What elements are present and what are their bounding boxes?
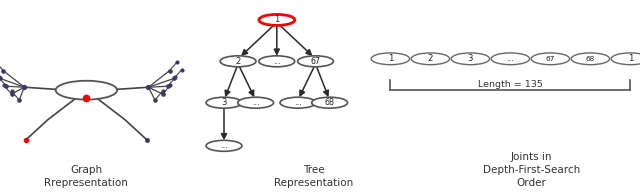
Text: Length = 135: Length = 135 bbox=[478, 80, 543, 89]
Circle shape bbox=[312, 97, 348, 108]
Circle shape bbox=[298, 56, 333, 67]
Text: ...: ... bbox=[252, 98, 260, 107]
Text: 67: 67 bbox=[546, 56, 555, 62]
Circle shape bbox=[206, 140, 242, 151]
Text: ...: ... bbox=[506, 54, 515, 63]
Circle shape bbox=[280, 97, 316, 108]
Text: 3: 3 bbox=[221, 98, 227, 107]
Circle shape bbox=[56, 81, 117, 100]
Circle shape bbox=[611, 53, 640, 65]
Text: 1: 1 bbox=[274, 15, 280, 24]
Circle shape bbox=[238, 97, 274, 108]
Circle shape bbox=[206, 97, 242, 108]
Circle shape bbox=[531, 53, 570, 65]
Circle shape bbox=[259, 15, 295, 25]
Text: ...: ... bbox=[294, 98, 302, 107]
Circle shape bbox=[371, 53, 410, 65]
Circle shape bbox=[492, 53, 530, 65]
Text: Tree
Representation: Tree Representation bbox=[274, 165, 353, 188]
Text: 2: 2 bbox=[428, 54, 433, 63]
Text: 67: 67 bbox=[310, 57, 321, 66]
Text: Joints in
Depth-First-Search
Order: Joints in Depth-First-Search Order bbox=[483, 152, 580, 188]
Text: 3: 3 bbox=[468, 54, 473, 63]
Circle shape bbox=[412, 53, 449, 65]
Text: 2: 2 bbox=[236, 57, 241, 66]
Text: 68: 68 bbox=[324, 98, 335, 107]
Circle shape bbox=[259, 56, 295, 67]
Text: ...: ... bbox=[273, 57, 281, 66]
Circle shape bbox=[220, 56, 256, 67]
Text: 68: 68 bbox=[586, 56, 595, 62]
Text: 1: 1 bbox=[628, 54, 633, 63]
Text: Graph
Rrepresentation: Graph Rrepresentation bbox=[44, 165, 129, 188]
Text: ...: ... bbox=[220, 141, 228, 150]
Circle shape bbox=[451, 53, 490, 65]
Circle shape bbox=[571, 53, 610, 65]
Text: 1: 1 bbox=[388, 54, 393, 63]
